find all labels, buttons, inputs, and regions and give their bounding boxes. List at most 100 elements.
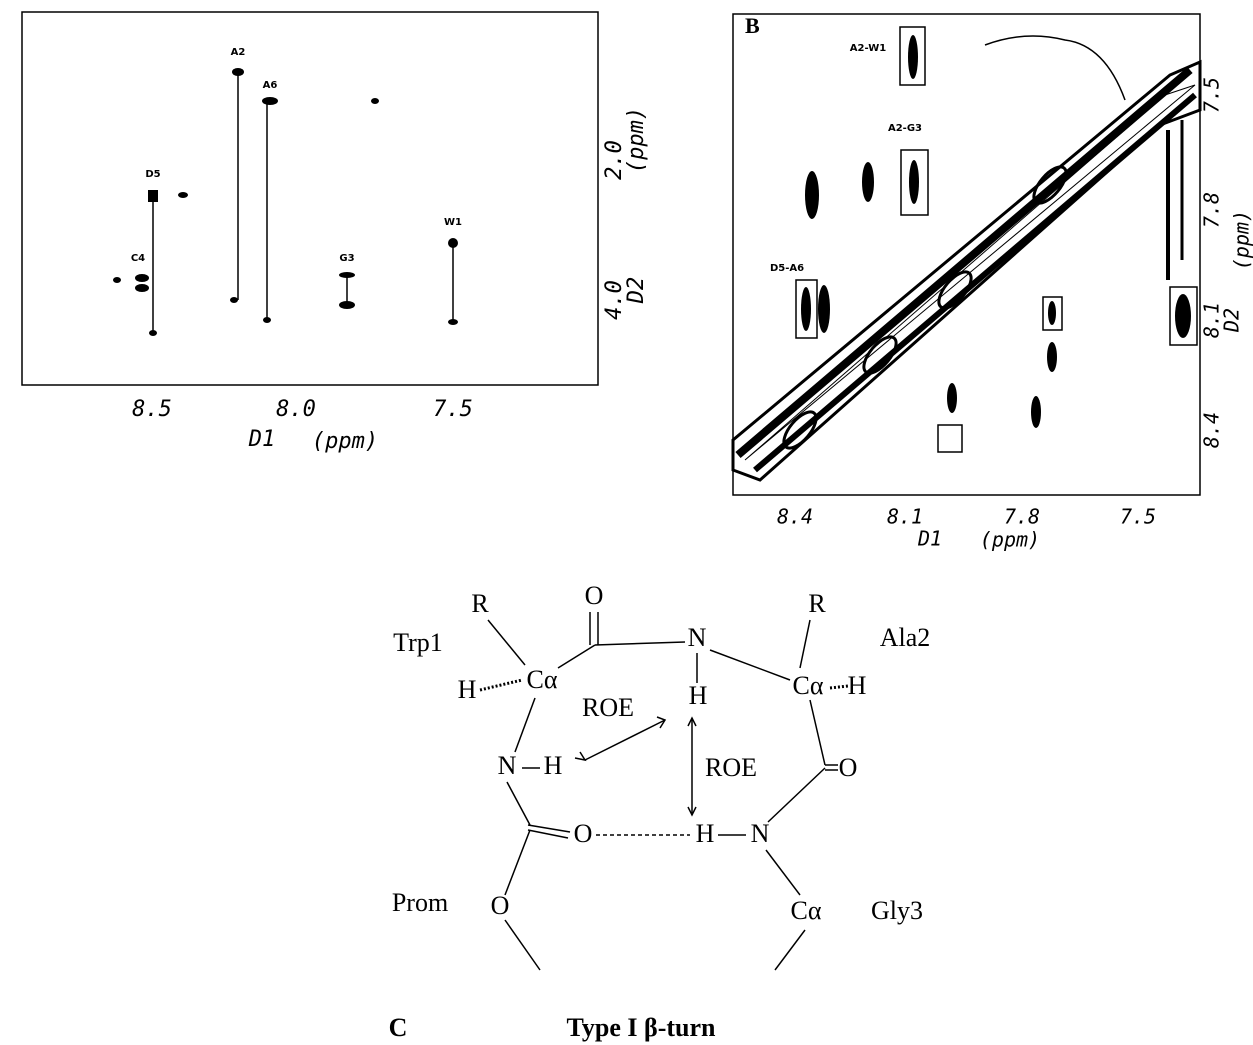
peak	[113, 277, 121, 283]
shape	[899, 26, 926, 86]
peak-label: G3	[339, 253, 354, 264]
y-tick-label: 8.4	[1200, 412, 1224, 448]
x-tick-label: 8.0	[276, 397, 316, 422]
cross-peak-label: D5-A6	[770, 263, 804, 274]
y-axis-label: D2	[624, 277, 649, 305]
peak	[339, 272, 355, 278]
shape	[765, 849, 801, 896]
panel-b: B A2-W1 A2-G3 D5-A6 8.4 8.1 7.8 7.5 D1 (…	[731, 13, 1253, 552]
x-tick-label: 8.5	[132, 397, 172, 422]
cross-peak-label: A2-W1	[850, 43, 886, 54]
peak	[230, 297, 238, 303]
atom: N	[498, 751, 517, 780]
residue-label: Prom	[392, 888, 448, 917]
peak	[448, 319, 458, 325]
atom: Cα	[791, 896, 822, 925]
shape	[1048, 301, 1056, 325]
peak	[178, 192, 188, 198]
frame	[21, 11, 599, 386]
shape	[900, 149, 929, 216]
y-tick-label: 2.0	[602, 140, 627, 180]
y-axis-unit: (ppm)	[1230, 210, 1253, 270]
shape	[594, 641, 686, 646]
shape	[487, 619, 526, 666]
atom: H	[458, 675, 477, 704]
atom: H	[848, 671, 867, 700]
shape	[795, 279, 818, 339]
shape	[574, 751, 587, 762]
shape	[687, 716, 697, 727]
x-tick-label: 8.4	[777, 505, 813, 529]
diagonal	[731, 35, 1202, 482]
residue-label: Trp1	[393, 628, 443, 657]
residue-label: Gly3	[871, 896, 923, 925]
atom: O	[839, 753, 858, 782]
peak-label: W1	[444, 217, 462, 228]
shape	[782, 410, 818, 450]
roe-label: ROE	[705, 753, 757, 782]
shape	[937, 270, 973, 310]
shape	[514, 697, 536, 753]
shape	[504, 919, 541, 971]
shape	[818, 285, 830, 333]
cross-peak-label: A2-G3	[888, 123, 922, 134]
peak	[339, 301, 355, 309]
peak-label: A2	[231, 47, 246, 58]
shape	[506, 781, 531, 826]
shape	[1042, 296, 1063, 331]
shape	[709, 649, 791, 681]
atom: R	[808, 589, 826, 618]
x-axis-unit: (ppm)	[312, 429, 378, 454]
shape	[947, 383, 957, 413]
atom: N	[688, 623, 707, 652]
panel-c: Trp1 Ala2 Gly3 Prom R O N R H Cα Cα H H …	[389, 581, 931, 1042]
frame	[732, 13, 1201, 496]
shape	[1047, 342, 1057, 372]
shape	[584, 719, 666, 761]
shape	[479, 678, 523, 692]
atom: N	[751, 819, 770, 848]
shape	[937, 424, 963, 453]
atom: Cα	[793, 671, 824, 700]
shape	[809, 699, 826, 766]
atom: O	[585, 581, 604, 610]
residue-label: Ala2	[880, 623, 931, 652]
atom: H	[689, 681, 708, 710]
shape	[527, 829, 569, 839]
atom: R	[471, 589, 489, 618]
shape	[909, 160, 919, 204]
shape	[527, 824, 571, 833]
bonds	[479, 612, 849, 971]
peak-label: A6	[263, 80, 278, 91]
shape	[753, 92, 1197, 473]
shape	[801, 287, 811, 331]
x-tick-label: 7.5	[1120, 505, 1156, 529]
shape	[862, 335, 898, 375]
peak	[232, 68, 244, 76]
y-axis-label: D2	[1220, 308, 1244, 333]
shape	[687, 806, 697, 817]
shape	[862, 162, 874, 202]
peak	[148, 190, 158, 202]
x-axis-label: D1	[248, 427, 276, 452]
shape	[1031, 396, 1041, 428]
shape	[1175, 294, 1191, 338]
atom: O	[574, 819, 593, 848]
shape	[504, 829, 531, 896]
shape	[557, 644, 596, 669]
x-tick-label: 7.8	[1004, 505, 1040, 529]
panel-letter: C	[389, 1013, 408, 1042]
peak	[149, 330, 157, 336]
atom: O	[491, 891, 510, 920]
y-axis-unit: (ppm)	[624, 107, 649, 173]
peak	[135, 284, 149, 292]
peak	[448, 238, 458, 248]
peak	[263, 317, 271, 323]
peak-label: C4	[131, 253, 145, 264]
peak	[135, 274, 149, 282]
y-tick-label: 7.8	[1200, 192, 1224, 228]
shape	[1169, 286, 1198, 346]
y-tick-label: 4.0	[602, 280, 627, 320]
shape	[829, 684, 849, 690]
